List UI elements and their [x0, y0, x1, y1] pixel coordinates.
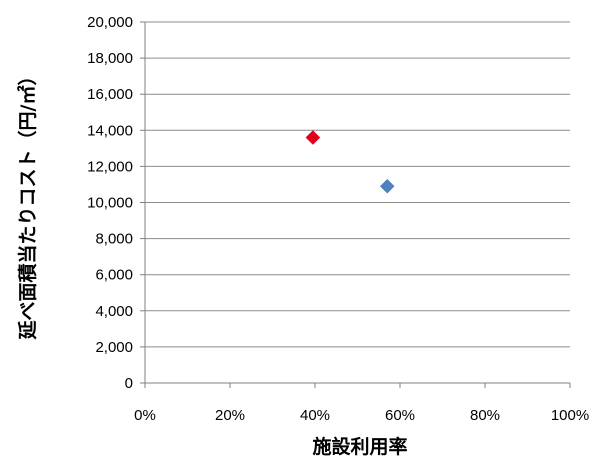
- axes: [140, 21, 571, 388]
- y-tick-label: 12,000: [87, 158, 133, 175]
- x-tick-label: 80%: [470, 407, 500, 424]
- data-point-diamond: [305, 130, 321, 145]
- y-tick-label: 16,000: [87, 86, 133, 103]
- x-tick-label: 40%: [300, 407, 330, 424]
- y-tick-label: 14,000: [87, 122, 133, 139]
- tick-labels: 0 2,000 4,000 6,000 8,000 10,000 12,000 14,000 1…: [87, 14, 589, 424]
- x-tick-label: 60%: [385, 407, 415, 424]
- y-tick-label: 6,000: [95, 267, 133, 284]
- y-axis-title: 延べ面積当たりコスト（円/㎡）: [16, 67, 39, 341]
- gridlines: [145, 21, 570, 348]
- y-tick-label: 20,000: [87, 14, 133, 31]
- x-axis-title: 施設利用率: [312, 435, 407, 458]
- x-tick-label: 100%: [551, 407, 589, 424]
- y-tick-label: 0: [125, 375, 133, 392]
- data-point-diamond: [379, 178, 395, 194]
- y-tick-label: 4,000: [95, 303, 133, 320]
- y-tick-label: 8,000: [95, 231, 133, 248]
- y-tick-label: 18,000: [87, 50, 133, 67]
- x-tick-label: 0%: [134, 407, 156, 424]
- x-tick-label: 20%: [215, 407, 245, 424]
- y-tick-label: 10,000: [87, 195, 133, 212]
- y-tick-label: 2,000: [95, 339, 133, 356]
- data-points: [305, 130, 395, 194]
